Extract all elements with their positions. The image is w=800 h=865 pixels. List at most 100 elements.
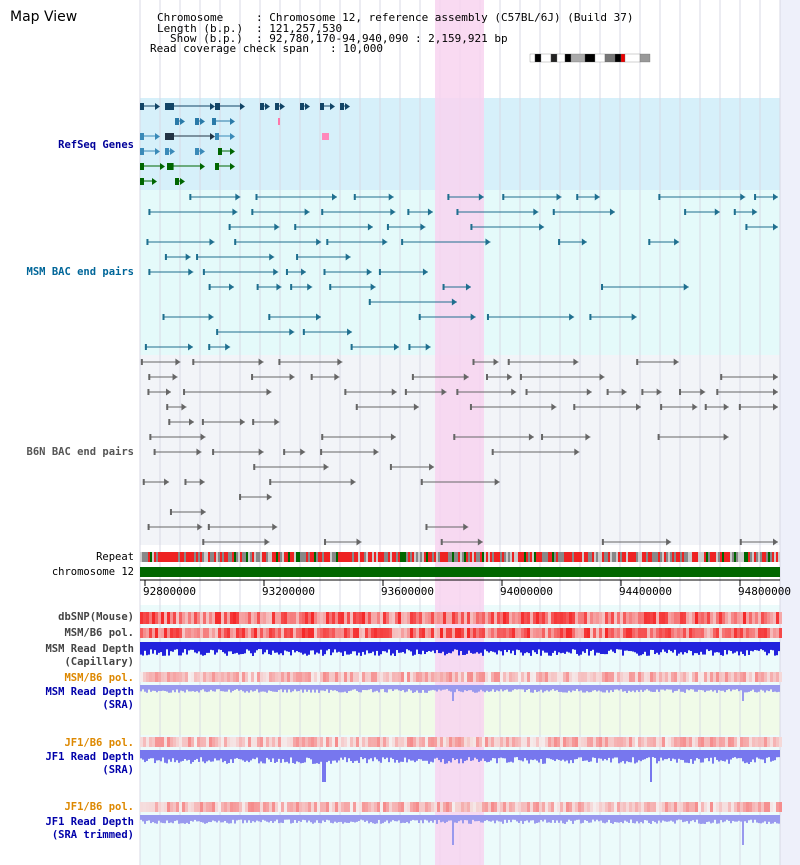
polymorphism-cell: [599, 672, 602, 682]
polymorphism-cell: [668, 672, 671, 682]
depth-bar: [462, 815, 464, 824]
repeat-segment: [324, 552, 326, 562]
dbsnp-label[interactable]: dbSNP(Mouse): [58, 611, 134, 623]
depth-bar: [592, 685, 594, 691]
refseq-genes-label[interactable]: RefSeq Genes: [58, 139, 134, 151]
depth-bar: [266, 642, 268, 650]
depth-bar: [408, 685, 410, 690]
polymorphism-cell: [581, 672, 584, 682]
polymorphism-cell: [494, 672, 497, 682]
msm-depth-sra-sub: (SRA): [102, 699, 134, 711]
msm-b6-pol-sra-label[interactable]: MSM/B6 pol.: [64, 672, 134, 684]
depth-bar: [626, 750, 628, 762]
depth-bar: [680, 815, 682, 820]
polymorphism-cell: [755, 737, 758, 747]
depth-bar: [212, 815, 214, 821]
polymorphism-cell: [569, 737, 572, 747]
polymorphism-cell: [731, 802, 734, 812]
depth-bar: [382, 750, 384, 758]
polymorphism-cell: [233, 612, 236, 624]
bac-end: [162, 314, 165, 320]
polymorphism-cell: [536, 672, 539, 682]
polymorphism-cell: [578, 628, 581, 638]
polymorphism-cell: [506, 802, 509, 812]
depth-bar: [392, 750, 394, 760]
repeat-segment: [256, 552, 258, 562]
depth-bar: [342, 750, 344, 760]
depth-bar: [280, 685, 282, 690]
repeat-segment: [738, 552, 740, 562]
depth-bar: [356, 685, 358, 691]
depth-bar: [562, 750, 564, 760]
repeat-segment: [204, 552, 206, 562]
polymorphism-cell: [608, 672, 611, 682]
polymorphism-cell: [497, 672, 500, 682]
jf1-pol-label[interactable]: JF1/B6 pol.: [64, 737, 134, 749]
jf1-depth-sra-label[interactable]: JF1 Read Depth: [45, 751, 134, 763]
depth-bar: [722, 750, 724, 761]
depth-bar: [292, 815, 294, 823]
bac-arrow: [773, 388, 778, 396]
depth-bar: [312, 642, 314, 651]
depth-bar: [500, 750, 502, 758]
polymorphism-cell: [266, 612, 269, 624]
depth-bar: [508, 685, 510, 692]
polymorphism-cell: [167, 737, 170, 747]
depth-bar: [270, 642, 272, 655]
depth-bar: [770, 750, 772, 762]
jf1-depth-trimmed-label[interactable]: JF1 Read Depth: [45, 816, 134, 828]
depth-bar: [364, 642, 366, 655]
depth-bar: [506, 642, 508, 653]
bac-arrow: [164, 478, 170, 486]
polymorphism-cell: [761, 802, 764, 812]
depth-bar: [172, 642, 174, 652]
repeat-segment: [658, 552, 660, 562]
depth-bar: [306, 815, 308, 823]
depth-bar: [634, 815, 636, 824]
polymorphism-cell: [722, 612, 725, 624]
depth-bar: [278, 750, 280, 759]
depth-bar: [310, 815, 312, 823]
depth-bar: [552, 685, 554, 690]
repeat-segment: [534, 552, 536, 562]
bac-arrow: [714, 208, 720, 216]
polymorphism-cell: [326, 612, 329, 624]
depth-bar: [422, 685, 424, 690]
polymorphism-cell: [722, 802, 725, 812]
polymorphism-cell: [740, 612, 743, 624]
polymorphism-cell: [452, 672, 455, 682]
depth-bar: [196, 642, 198, 654]
polymorphism-cell: [464, 672, 467, 682]
repeat-segment: [268, 552, 270, 562]
polymorphism-cell: [536, 628, 539, 638]
depth-bar: [462, 642, 464, 655]
b6n-bac-label[interactable]: B6N BAC end pairs: [26, 446, 134, 458]
depth-bar: [674, 642, 676, 650]
depth-bar: [718, 750, 720, 762]
repeat-segment: [704, 552, 706, 562]
polymorphism-cell: [161, 802, 164, 812]
jf1-pol-trimmed-label[interactable]: JF1/B6 pol.: [64, 801, 134, 813]
polymorphism-cell: [692, 672, 695, 682]
depth-bar: [752, 815, 754, 823]
polymorphism-cell: [554, 672, 557, 682]
depth-bar: [714, 642, 716, 653]
gene-exon: [175, 118, 179, 125]
depth-bar: [162, 685, 164, 691]
polymorphism-cell: [686, 628, 689, 638]
polymorphism-cell: [707, 672, 710, 682]
depth-bar: [644, 815, 646, 821]
depth-bar: [656, 815, 658, 824]
depth-bar: [400, 685, 402, 691]
polymorphism-cell: [599, 802, 602, 812]
msm-b6-pol-label[interactable]: MSM/B6 pol.: [64, 627, 134, 639]
msm-depth-sra-label[interactable]: MSM Read Depth: [45, 686, 134, 698]
msm-depth-capillary-label[interactable]: MSM Read Depth: [45, 643, 134, 655]
depth-bar: [570, 750, 572, 761]
msm-bac-label[interactable]: MSM BAC end pairs: [26, 266, 134, 278]
polymorphism-cell: [710, 672, 713, 682]
repeat-segment: [778, 552, 780, 562]
repeat-segment: [398, 552, 400, 562]
repeat-segment: [680, 552, 682, 562]
